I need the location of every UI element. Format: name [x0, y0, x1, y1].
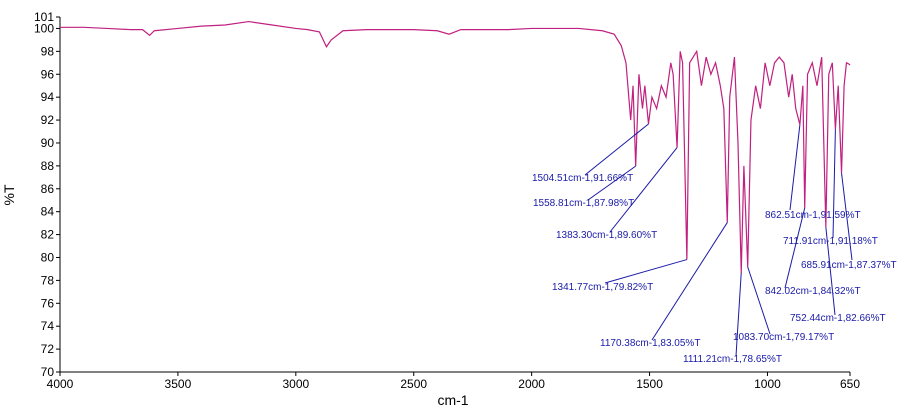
y-tick-label: 101 — [34, 10, 54, 24]
y-tick-label: 92 — [41, 113, 55, 127]
annotation-label: 1504.51cm-1,91.66%T — [532, 173, 633, 184]
annotation-leader — [584, 123, 649, 176]
annotation-label: 1083.70cm-1,79.17%T — [733, 332, 834, 343]
y-tick-label: 84 — [41, 205, 55, 219]
x-tick-label: 2000 — [518, 377, 545, 391]
y-tick-label: 88 — [41, 159, 55, 173]
annotation-label: 1111.21cm-1,78.65%T — [683, 354, 782, 365]
spectrum-line — [60, 20, 851, 273]
annotation-leader — [747, 266, 771, 335]
y-tick-label: 70 — [41, 365, 55, 379]
x-tick-label: 3500 — [165, 377, 192, 391]
x-tick-label: 1000 — [754, 377, 781, 391]
y-tick-label: 76 — [41, 296, 55, 310]
annotation-leader — [825, 226, 836, 316]
x-axis-label: cm-1 — [437, 392, 468, 408]
annotation-leader — [609, 147, 678, 233]
y-tick-label: 80 — [41, 250, 55, 264]
x-tick-label: 4000 — [47, 377, 74, 391]
annotation-label: 862.51cm-1,91.59%T — [765, 210, 861, 221]
annotation-leader — [651, 222, 728, 341]
annotation-label: 1383.30cm-1,89.60%T — [556, 230, 657, 241]
annotation-leader — [735, 272, 742, 357]
y-tick-label: 96 — [41, 67, 55, 81]
x-tick-label: 2500 — [400, 377, 427, 391]
annotation-label: 752.44cm-1,82.66%T — [790, 313, 886, 324]
y-tick-label: 72 — [41, 342, 55, 356]
annotation-leader — [832, 129, 836, 239]
annotation-label: 685.91cm-1,87.37%T — [801, 260, 897, 271]
annotation-leader — [587, 165, 636, 201]
y-axis-label: %T — [1, 184, 17, 205]
annotation-leader — [784, 207, 806, 289]
annotation-label: 1170.38cm-1,83.05%T — [600, 338, 700, 349]
x-tick-label: 1500 — [636, 377, 663, 391]
annotation-label: 1558.81cm-1,87.98%T — [533, 198, 634, 209]
y-tick-label: 78 — [41, 273, 55, 287]
y-tick-label: 86 — [41, 182, 55, 196]
x-tick-label: 650 — [840, 377, 860, 391]
annotation-label: 1341.77cm-1,79.82%T — [552, 282, 653, 293]
y-tick-label: 90 — [41, 136, 55, 150]
annotation-leader — [841, 173, 853, 261]
y-tick-label: 100 — [34, 21, 54, 35]
annotation-leader — [789, 124, 801, 211]
x-tick-label: 3000 — [282, 377, 309, 391]
y-tick-label: 94 — [41, 90, 55, 104]
annotation-label: 711.91cm-1,91.18%T — [783, 236, 878, 247]
y-tick-label: 74 — [41, 319, 55, 333]
y-tick-label: 98 — [41, 44, 55, 58]
y-tick-label: 82 — [41, 228, 55, 242]
annotation-label: 842.02cm-1,84.32%T — [765, 286, 861, 297]
annotation-leader — [604, 259, 688, 284]
